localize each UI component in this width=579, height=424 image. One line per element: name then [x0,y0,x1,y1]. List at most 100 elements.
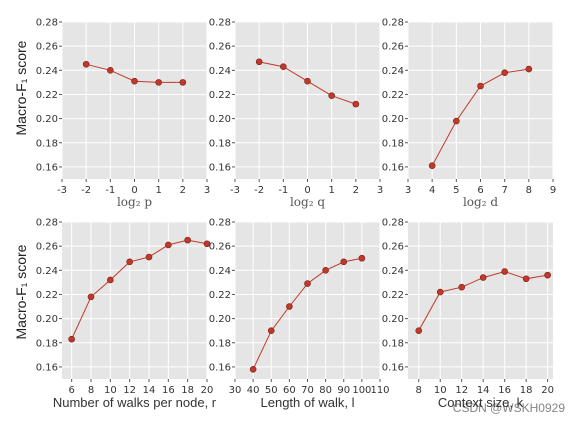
y-tick-label: 0.16 [382,162,404,173]
data-point [179,79,187,86]
y-tick-label: 0.26 [209,42,231,53]
data-point [131,77,138,85]
x-tick-label: -3 [230,185,240,196]
y-tick-label: 0.26 [36,42,58,53]
y-tick-label: 0.26 [382,42,404,53]
x-tick-label: -2 [81,185,91,196]
x-axis-label: Length of walk, l [261,395,355,410]
y-tick-label: 0.28 [382,218,404,229]
y-tick-label: 0.26 [382,242,404,253]
x-axis-label: log₂ d [463,195,498,209]
x-tick-label: -3 [57,185,67,196]
data-point [479,274,487,281]
y-tick-label: 0.16 [36,162,58,173]
x-tick-label: 20 [541,385,554,396]
y-axis-label-bottom: Macro-F₁ score [13,244,29,339]
data-point [184,236,191,244]
data-point [145,253,153,261]
subplot-3: 0.16 0.18 0.20 0.22 0.24 0.26 0.28 3 4 5 6 7 8 9 log₂ … [382,18,556,210]
subplot-1: 0.16 0.18 0.20 0.22 0.24 0.26 0.28 -3 -2 -1 0 1 2 3 lo… [36,18,210,210]
data-point [203,240,211,248]
y-tick-label: 0.22 [209,90,231,101]
y-tick-label: 0.20 [36,114,58,125]
x-tick-label: 8 [416,385,422,396]
data-point [82,60,90,68]
x-tick-label: 9 [550,185,556,196]
data-point [126,258,133,266]
data-point [436,288,444,296]
y-tick-label: 0.24 [36,266,58,277]
y-axis-label-top: Macro-F₁ score [13,40,29,135]
data-point [280,63,287,70]
x-tick-label: 3 [377,185,383,196]
x-tick-label: 90 [337,385,350,396]
y-tick-label: 0.20 [382,114,404,125]
y-tick-label: 0.20 [36,314,58,325]
y-tick-label: 0.18 [209,338,231,349]
y-tick-label: 0.22 [382,90,404,101]
x-tick-label: 4 [429,185,435,196]
data-point [267,327,275,334]
x-axis-label: Number of walks per node, r [53,395,217,410]
data-point [165,241,172,249]
x-tick-label: 1 [155,185,161,196]
x-tick-label: 3 [204,185,210,196]
x-tick-label: 5 [453,185,459,196]
x-tick-label: 14 [143,385,156,396]
data-point [522,275,530,283]
x-tick-label: 10 [104,385,117,396]
x-tick-label: -1 [278,185,288,196]
y-tick-label: 0.22 [209,290,231,301]
y-tick-label: 0.24 [209,66,231,77]
x-tick-label: 18 [520,385,533,396]
y-tick-label: 0.28 [36,18,58,29]
data-point [304,280,311,287]
x-tick-label: 1 [328,185,334,196]
data-point [322,267,329,274]
x-tick-label: 70 [301,385,314,396]
y-tick-label: 0.24 [382,66,404,77]
y-tick-label: 0.16 [209,362,231,373]
y-tick-label: 0.18 [209,138,231,149]
x-tick-label: 80 [319,385,332,396]
y-tick-label: 0.28 [382,18,404,29]
y-tick-label: 0.18 [36,338,58,349]
y-tick-label: 0.24 [382,266,404,277]
subplot-6: 0.16 0.18 0.20 0.22 0.24 0.26 0.28 8 10 12 14 16 18 2… [382,218,554,411]
data-point [249,366,257,373]
y-tick-label: 0.28 [36,218,58,229]
x-tick-label: 10 [434,385,447,396]
y-tick-label: 0.24 [209,266,231,277]
x-tick-label: 50 [265,385,278,396]
watermark-text: CSDN @WSKH0929 [453,401,566,415]
data-point [68,335,75,343]
y-tick-label: 0.18 [382,138,404,149]
data-point [340,258,348,266]
y-tick-label: 0.24 [36,66,58,77]
x-tick-label: 8 [88,385,94,396]
x-tick-label: 40 [247,385,260,396]
data-point [155,79,162,86]
data-point [107,276,114,284]
x-tick-label: 0 [131,185,137,196]
x-tick-label: 0 [304,185,310,196]
data-point [525,65,533,73]
data-point [415,327,423,334]
plot-area [62,222,207,379]
x-tick-label: 100 [352,385,371,396]
x-tick-label: 12 [123,385,136,396]
subplot-5: 0.16 0.18 0.20 0.22 0.24 0.26 0.28 30 40 50 60 70 80… [209,218,390,411]
y-tick-label: 0.16 [36,362,58,373]
data-point [87,293,95,301]
data-point [477,82,484,90]
x-tick-label: 110 [370,385,389,396]
y-tick-label: 0.26 [209,242,231,253]
x-tick-label: 60 [283,385,296,396]
y-tick-label: 0.16 [209,162,231,173]
x-tick-label: 16 [162,385,175,396]
data-point [501,268,508,275]
y-tick-label: 0.28 [209,18,231,29]
data-point [107,67,114,74]
data-point [352,100,360,108]
